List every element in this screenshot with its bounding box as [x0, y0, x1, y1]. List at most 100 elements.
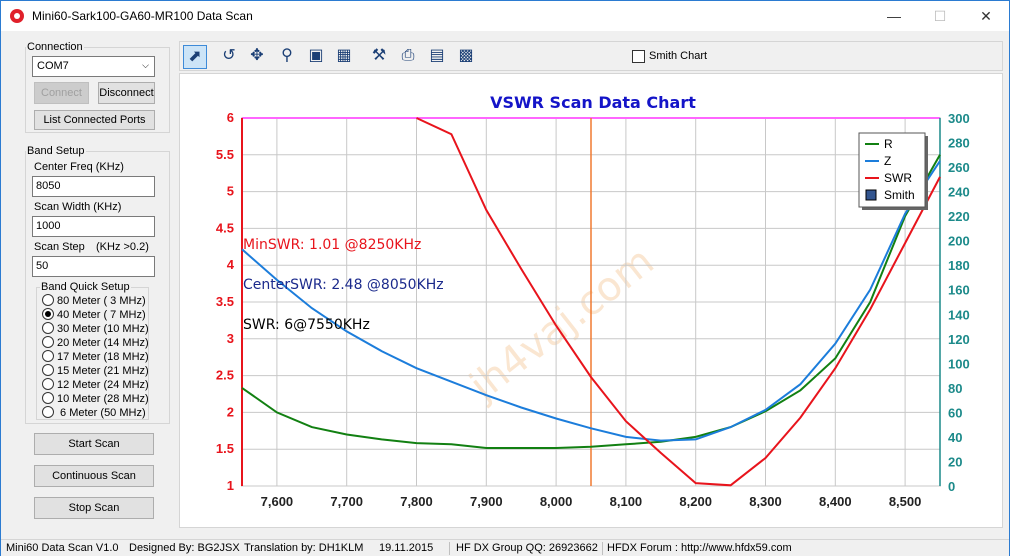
- legend-label-smith: Smith: [884, 188, 915, 202]
- pointer-icon[interactable]: ⬈: [183, 45, 207, 69]
- radio-indicator[interactable]: [42, 336, 54, 348]
- smith-chart-checkbox[interactable]: [632, 50, 645, 63]
- radio-indicator[interactable]: [42, 364, 54, 376]
- y-tick-right: 160: [948, 283, 970, 298]
- zoom-fit-icon[interactable]: ▣: [308, 47, 324, 64]
- maximize-button[interactable]: ☐: [933, 8, 947, 24]
- title-bar: Mini60-Sark100-GA60-MR100 Data Scan — ☐ …: [1, 1, 1009, 31]
- status-version: Mini60 Data Scan V1.0: [6, 542, 119, 554]
- band-radio-3[interactable]: 20 Meter (14 MHz): [42, 336, 149, 349]
- y-tick-right: 200: [948, 234, 970, 249]
- scan-step-input[interactable]: 50: [32, 256, 155, 277]
- radio-indicator[interactable]: [42, 350, 54, 362]
- data-icon[interactable]: ▦: [336, 47, 352, 64]
- band-radio-8[interactable]: 6 Meter (50 MHz): [42, 406, 146, 419]
- band-radio-2[interactable]: 30 Meter (10 MHz): [42, 322, 149, 335]
- status-bar: Mini60 Data Scan V1.0 Designed By: BG2JS…: [1, 539, 1009, 556]
- radio-indicator[interactable]: [42, 378, 54, 390]
- band-radio-label: 20 Meter (14 MHz): [57, 337, 149, 349]
- disconnect-button[interactable]: Disconnect: [98, 82, 155, 104]
- scan-width-input[interactable]: 1000: [32, 216, 155, 237]
- x-tick-label: 8,200: [679, 494, 712, 509]
- y-tick-left: 1.5: [216, 441, 234, 456]
- status-translation: Translation by: DH1KLM: [244, 542, 364, 554]
- scan-width-label: Scan Width (KHz): [34, 201, 122, 213]
- status-separator: [449, 542, 450, 555]
- x-tick-label: 8,500: [889, 494, 922, 509]
- app-icon: [10, 9, 24, 23]
- export-icon[interactable]: ▤: [429, 47, 445, 64]
- smith-chart-label: Smith Chart: [649, 50, 708, 62]
- save-icon[interactable]: ▩: [458, 47, 474, 64]
- band-setup-label: Band Setup: [26, 145, 86, 157]
- y-tick-left: 1: [227, 478, 234, 493]
- y-tick-right: 40: [948, 430, 962, 445]
- band-quick-label: Band Quick Setup: [40, 281, 131, 293]
- y-tick-right: 0: [948, 479, 955, 494]
- connection-label: Connection: [26, 41, 84, 53]
- y-tick-left: 4.5: [216, 220, 234, 235]
- series-line-swr: [416, 117, 941, 487]
- band-radio-label: 30 Meter (10 MHz): [57, 323, 149, 335]
- y-tick-right: 80: [948, 381, 962, 396]
- radio-indicator[interactable]: [42, 294, 54, 306]
- stop-scan-button[interactable]: Stop Scan: [34, 497, 154, 519]
- center-freq-label: Center Freq (KHz): [34, 161, 124, 173]
- scan-step-hint: (KHz >0.2): [96, 241, 149, 253]
- connect-button[interactable]: Connect: [34, 82, 89, 104]
- settings-icon[interactable]: ⚒: [371, 47, 387, 64]
- status-separator: [602, 542, 603, 555]
- connection-group: [25, 47, 170, 133]
- y-tick-left: 2: [227, 404, 234, 419]
- band-radio-label: 17 Meter (18 MHz): [57, 351, 149, 363]
- y-tick-right: 300: [948, 111, 970, 126]
- band-radio-label: 40 Meter ( 7 MHz): [57, 309, 146, 321]
- center-freq-input[interactable]: 8050: [32, 176, 155, 197]
- window-title: Mini60-Sark100-GA60-MR100 Data Scan: [32, 9, 253, 23]
- band-radio-7[interactable]: 10 Meter (28 MHz): [42, 392, 149, 405]
- series-line-z: [241, 160, 941, 442]
- undo-icon[interactable]: ↺: [222, 47, 236, 64]
- radio-indicator[interactable]: [42, 406, 54, 418]
- minimize-button[interactable]: —: [887, 8, 901, 24]
- y-tick-left: 4: [227, 257, 235, 272]
- band-radio-1[interactable]: 40 Meter ( 7 MHz): [42, 308, 146, 321]
- chart-toolbar: ⬈ ↺ ✥ ⚲ ▣ ▦ ⚒ ⎙ ▤ ▩: [179, 41, 1003, 71]
- pan-icon[interactable]: ✥: [250, 47, 264, 64]
- band-radio-label: 15 Meter (21 MHz): [57, 365, 149, 377]
- band-radio-label: 12 Meter (24 MHz): [57, 379, 149, 391]
- y-tick-right: 260: [948, 160, 970, 175]
- y-tick-left: 6: [227, 110, 234, 125]
- continuous-scan-button[interactable]: Continuous Scan: [34, 465, 154, 487]
- status-forum: HFDX Forum : http://www.hfdx59.com: [607, 542, 792, 554]
- legend-label-swr: SWR: [884, 171, 912, 185]
- list-ports-button[interactable]: List Connected Ports: [34, 110, 155, 130]
- radio-indicator[interactable]: [42, 308, 54, 320]
- y-tick-right: 240: [948, 185, 970, 200]
- band-radio-6[interactable]: 12 Meter (24 MHz): [42, 378, 149, 391]
- radio-indicator[interactable]: [42, 322, 54, 334]
- band-radio-4[interactable]: 17 Meter (18 MHz): [42, 350, 149, 363]
- band-radio-0[interactable]: 80 Meter ( 3 MHz): [42, 294, 146, 307]
- start-scan-button[interactable]: Start Scan: [34, 433, 154, 455]
- x-tick-label: 8,100: [610, 494, 643, 509]
- y-tick-right: 20: [948, 454, 962, 469]
- y-tick-right: 280: [948, 136, 970, 151]
- print-icon[interactable]: ⎙: [401, 47, 415, 64]
- close-button[interactable]: ✕: [980, 8, 992, 24]
- x-tick-label: 8,300: [749, 494, 782, 509]
- port-select[interactable]: COM7 ⌵: [32, 56, 155, 77]
- annotation-1: CenterSWR: 2.48 @8050KHz: [243, 277, 444, 293]
- radio-indicator[interactable]: [42, 392, 54, 404]
- y-tick-left: 3.5: [216, 294, 234, 309]
- legend-label-z: Z: [884, 154, 891, 168]
- x-tick-label: 8,000: [540, 494, 573, 509]
- port-value: COM7: [37, 60, 69, 72]
- y-tick-left: 3: [227, 331, 234, 346]
- annotation-2: SWR: 6@7550KHz: [243, 317, 370, 333]
- annotation-0: MinSWR: 1.01 @8250KHz: [243, 237, 421, 253]
- band-radio-5[interactable]: 15 Meter (21 MHz): [42, 364, 149, 377]
- zoom-icon[interactable]: ⚲: [281, 47, 293, 64]
